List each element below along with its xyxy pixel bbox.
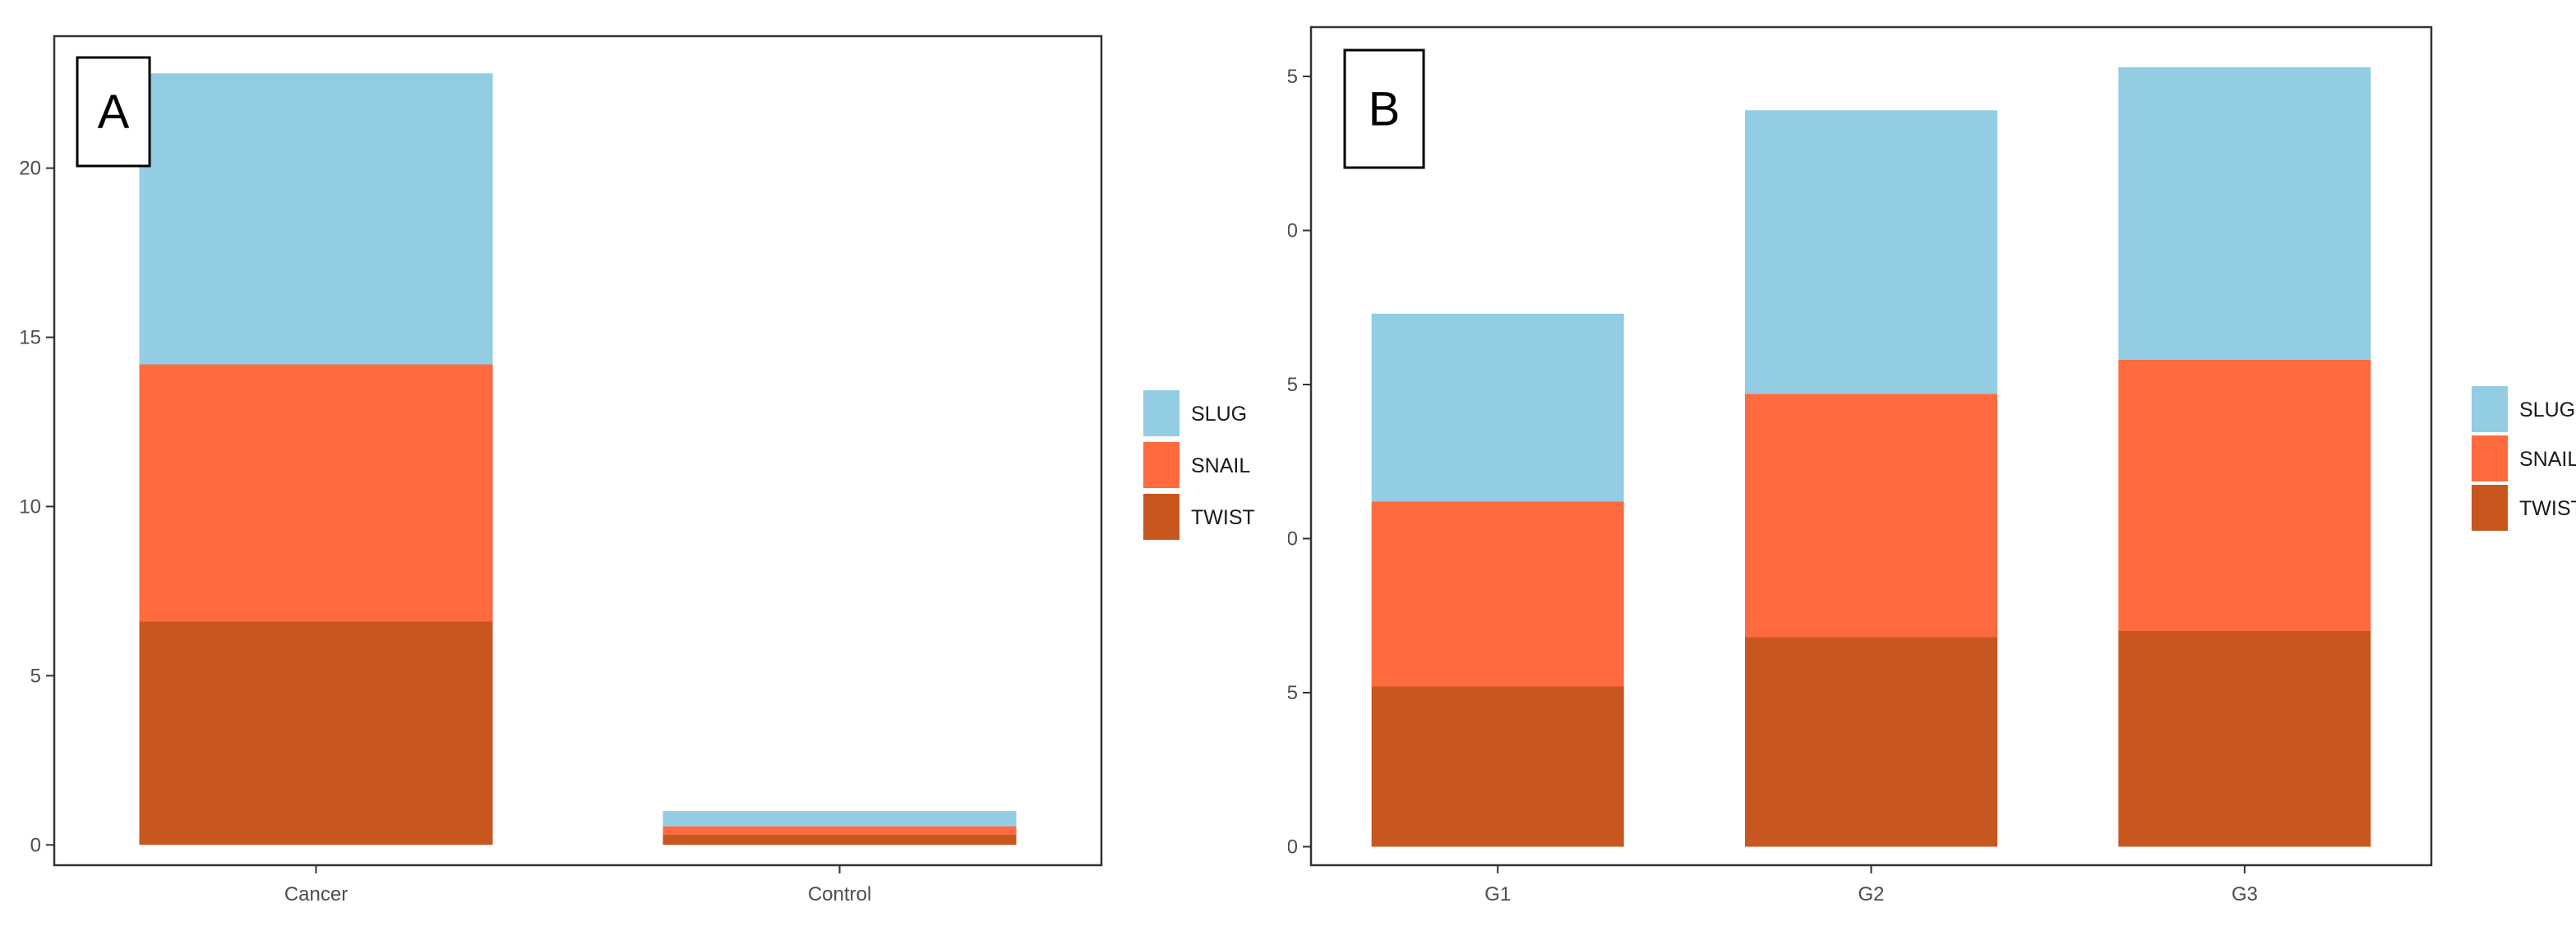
chart-panel-a: 0 5 10 15 20 Cancer Control A SLUG SNAIL TWIST — [19, 35, 1255, 905]
panel-label-a: A — [98, 85, 130, 139]
x-tick-label-control: Control — [808, 883, 871, 905]
chart-panel-b: 0 5 10 15 20 25 G1 G2 G3 B SLUG SNAIL TWIST — [1288, 0, 2576, 926]
legend-label-a-twist: TWIST — [1191, 506, 1255, 529]
legend-swatch-a-slug — [1143, 390, 1180, 436]
bar-g3-slug — [2118, 67, 2371, 360]
bar-g1-snail — [1371, 501, 1624, 687]
bar-cancer-snail — [139, 364, 493, 622]
legend-label-b-snail: SNAIL — [2519, 448, 2576, 471]
panel-label-b: B — [1369, 83, 1401, 136]
bar-g1-slug — [1371, 313, 1624, 502]
bar-g1-twist — [1371, 686, 1624, 847]
x-tick-label-g2: G2 — [1858, 883, 1884, 905]
y-tick-label-a-0: 0 — [30, 834, 41, 856]
y-tick-label-b-10: 10 — [1288, 528, 1298, 551]
y-tick-label-a-20: 20 — [19, 158, 41, 180]
legend-label-b-slug: SLUG — [2519, 399, 2575, 422]
bar-cancer-slug — [139, 73, 493, 365]
bar-cancer-twist — [139, 621, 493, 845]
bar-control-slug — [662, 811, 1017, 827]
legend-swatch-a-snail — [1143, 442, 1180, 488]
y-tick-label-b-0: 0 — [1288, 836, 1298, 859]
y-tick-label-b-20: 20 — [1288, 220, 1298, 242]
legend-swatch-b-snail — [2472, 435, 2508, 481]
bar-control-snail — [662, 826, 1017, 835]
x-tick-label-g3: G3 — [2232, 883, 2258, 905]
legend-label-a-snail: SNAIL — [1191, 454, 1250, 477]
bar-g3-twist — [2118, 631, 2371, 847]
bar-control-twist — [662, 834, 1017, 845]
panel-label-box-b — [1343, 48, 1425, 169]
y-tick-label-a-10: 10 — [19, 495, 41, 518]
bar-g3-snail — [2118, 360, 2371, 631]
y-tick-label-b-5: 5 — [1288, 682, 1298, 704]
panel-label-box-a — [76, 56, 151, 168]
chart-a-svg: 0 5 10 15 20 Cancer Control A SLUG SNAIL TWIST — [19, 35, 1255, 905]
y-tick-label-b-15: 15 — [1288, 374, 1298, 396]
y-tick-label-a-15: 15 — [19, 327, 41, 349]
x-tick-label-g1: G1 — [1484, 883, 1511, 905]
bar-g2-snail — [1745, 394, 1997, 638]
legend-label-b-twist: TWIST — [2519, 497, 2576, 520]
x-tick-label-cancer: Cancer — [284, 883, 348, 905]
bar-g2-twist — [1745, 637, 1997, 847]
chart-b-svg: 0 5 10 15 20 25 G1 G2 G3 B SLUG SNAIL TWIST — [1288, 25, 2576, 905]
y-tick-label-a-5: 5 — [30, 665, 41, 687]
legend-swatch-a-twist — [1143, 494, 1180, 540]
bar-g2-slug — [1745, 110, 1997, 394]
y-tick-label-b-25: 25 — [1288, 66, 1298, 88]
legend-swatch-b-slug — [2472, 386, 2508, 432]
legend-swatch-b-twist — [2472, 485, 2508, 531]
legend-label-a-slug: SLUG — [1191, 403, 1247, 426]
